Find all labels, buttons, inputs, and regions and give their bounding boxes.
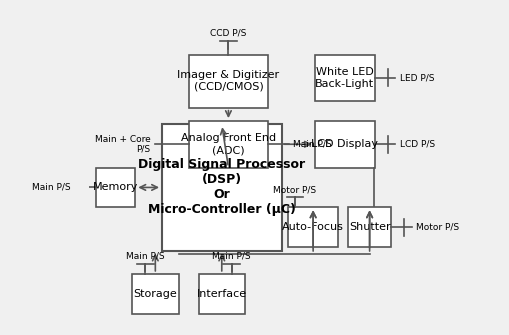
FancyBboxPatch shape (288, 207, 337, 247)
FancyBboxPatch shape (188, 55, 268, 108)
FancyBboxPatch shape (198, 274, 244, 314)
Text: Imager & Digitizer
(CCD/CMOS): Imager & Digitizer (CCD/CMOS) (177, 70, 279, 92)
Text: CCD P/S: CCD P/S (210, 29, 246, 38)
Text: Main P/S: Main P/S (212, 252, 250, 261)
FancyBboxPatch shape (132, 274, 178, 314)
Text: Main P/S: Main P/S (32, 183, 70, 192)
Text: Main P/S: Main P/S (293, 140, 331, 149)
FancyBboxPatch shape (95, 168, 135, 207)
Text: Motor P/S: Motor P/S (415, 223, 458, 232)
Text: Analog Front End
(ADC): Analog Front End (ADC) (181, 133, 275, 155)
Text: White LED
Back-Light: White LED Back-Light (315, 67, 374, 88)
FancyBboxPatch shape (314, 121, 374, 168)
Text: Auto-Focus: Auto-Focus (281, 222, 344, 232)
Text: Memory: Memory (93, 183, 138, 192)
Text: LCD P/S: LCD P/S (399, 140, 434, 149)
Text: Storage: Storage (133, 289, 177, 299)
Text: Interface: Interface (196, 289, 246, 299)
Text: Digital Signal Processor
(DSP)
Or
Micro-Controller (μC): Digital Signal Processor (DSP) Or Micro-… (138, 158, 305, 216)
Text: LCD Display: LCD Display (310, 139, 378, 149)
FancyBboxPatch shape (314, 55, 374, 101)
Text: Motor P/S: Motor P/S (273, 185, 316, 194)
Text: Main + Core
P/S: Main + Core P/S (94, 135, 150, 154)
FancyBboxPatch shape (188, 121, 268, 168)
Text: Main P/S: Main P/S (126, 252, 164, 261)
FancyBboxPatch shape (347, 207, 390, 247)
Text: Shutter: Shutter (348, 222, 390, 232)
FancyBboxPatch shape (162, 124, 281, 251)
Text: LED P/S: LED P/S (399, 73, 433, 82)
